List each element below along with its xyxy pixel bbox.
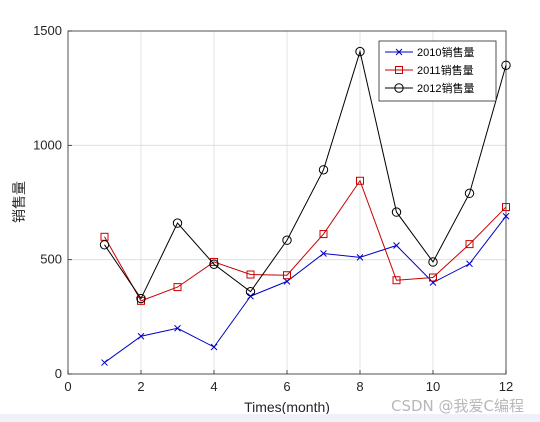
x-tick-label: 8 xyxy=(356,379,363,394)
legend: 2010销售量 2011销售量 2012销售量 xyxy=(378,40,497,102)
x-tick-label: 10 xyxy=(426,379,440,394)
series-2 xyxy=(100,176,510,305)
data-point xyxy=(210,343,218,351)
legend-label: 2012销售量 xyxy=(417,81,474,95)
data-point xyxy=(209,259,219,269)
y-tick-label: 500 xyxy=(40,252,62,267)
data-point xyxy=(320,250,327,257)
data-point xyxy=(393,242,400,249)
data-point xyxy=(502,203,510,212)
data-point xyxy=(283,278,291,285)
data-point xyxy=(173,283,182,292)
data-point xyxy=(318,165,329,175)
data-point xyxy=(429,273,437,282)
y-axis-label: 销售量 xyxy=(11,181,27,223)
series-layer xyxy=(99,46,511,366)
series-line xyxy=(104,179,507,302)
legend-marker xyxy=(395,48,403,56)
x-tick-label: 6 xyxy=(283,379,290,394)
x-tick-label: 4 xyxy=(210,379,217,394)
legend-label: 2011销售量 xyxy=(417,63,474,77)
legend-item: 2012销售量 xyxy=(385,81,474,95)
series-line xyxy=(104,215,507,363)
data-point xyxy=(428,257,438,267)
data-point xyxy=(356,176,364,185)
data-point xyxy=(172,218,183,228)
x-tick-label: 2 xyxy=(137,379,144,394)
y-tick-label: 1500 xyxy=(33,23,62,38)
legend-marker xyxy=(394,83,404,93)
legend-item: 2010销售量 xyxy=(385,45,474,59)
data-point xyxy=(466,260,473,268)
series-1 xyxy=(101,212,510,366)
data-point xyxy=(501,60,511,71)
data-point xyxy=(391,207,402,217)
data-point xyxy=(245,286,256,297)
y-tick-label: 1000 xyxy=(33,137,62,152)
data-point xyxy=(99,240,110,250)
data-point xyxy=(464,188,475,199)
watermark-text: CSDN @我爱C编程 xyxy=(390,397,524,415)
legend-marker xyxy=(395,66,403,74)
data-point xyxy=(356,254,364,261)
data-point xyxy=(101,359,108,366)
x-tick-label: 12 xyxy=(499,379,513,394)
data-point xyxy=(246,270,255,279)
data-point xyxy=(137,332,145,340)
y-tick-label: 0 xyxy=(55,366,62,381)
data-point xyxy=(283,271,291,280)
data-point xyxy=(136,293,146,304)
series-3 xyxy=(99,46,511,304)
axis-ticks: 0 2 4 6 8 10 12 0 500 1000 1500 xyxy=(33,23,513,394)
data-point xyxy=(392,276,401,285)
x-axis-label: Times(month) xyxy=(244,399,330,415)
series-line xyxy=(104,49,507,300)
legend-item: 2011销售量 xyxy=(385,63,474,77)
data-point xyxy=(465,240,474,249)
data-point xyxy=(174,324,181,332)
legend-label: 2010销售量 xyxy=(417,45,474,59)
data-point xyxy=(355,46,365,57)
x-tick-label: 0 xyxy=(64,379,71,394)
data-point xyxy=(502,212,510,220)
data-point xyxy=(319,230,328,239)
data-point xyxy=(282,235,292,245)
bottom-strip xyxy=(0,414,540,422)
